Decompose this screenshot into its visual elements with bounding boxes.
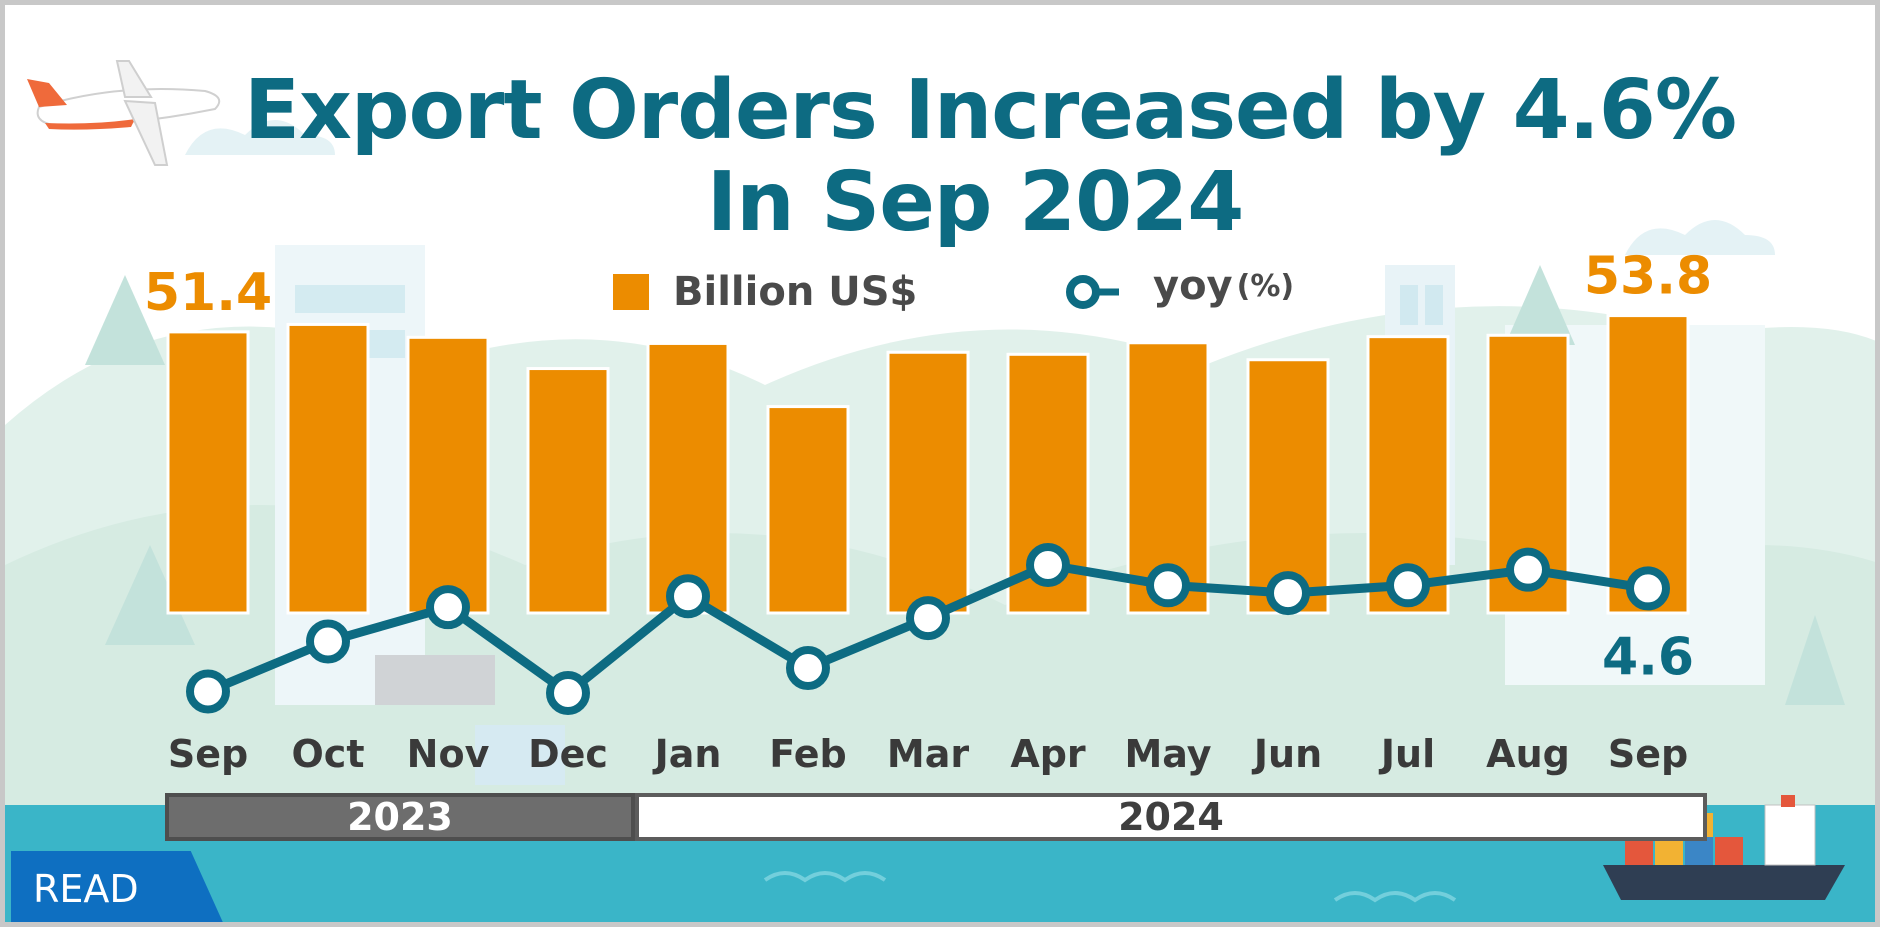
title-line-1: Export Orders Increased by 4.6% — [243, 63, 1737, 158]
yoy-point-may-8 — [1146, 563, 1190, 608]
yoy-point-oct-1 — [306, 619, 350, 664]
airplane-icon — [27, 60, 221, 166]
x-tick-label-6: Mar — [887, 732, 969, 776]
legend-line-marker — [1066, 275, 1119, 309]
data-labels-layer: 51.4 53.8 4.6 — [144, 247, 1712, 688]
legend-bar-item: Billion US$ — [613, 267, 917, 317]
x-tick-label-8: May — [1124, 732, 1211, 776]
x-tick-label-11: Aug — [1486, 732, 1570, 776]
title-line-2: In Sep 2024 — [706, 155, 1245, 250]
yoy-point-nov-2 — [426, 585, 470, 630]
x-tick-label-3: Dec — [528, 732, 608, 776]
legend-line-item: yoy (%) — [1153, 261, 1294, 311]
bar-value-label-12: 53.8 — [1584, 247, 1712, 307]
x-tick-label-12: Sep — [1608, 732, 1688, 776]
year-label-2024: 2024 — [635, 793, 1707, 841]
legend-line-unit: (%) — [1236, 268, 1295, 304]
bar-jan-4 — [646, 341, 730, 615]
x-tick-label-1: Oct — [292, 732, 365, 776]
legend-line-label: yoy — [1153, 263, 1233, 309]
bar-feb-5 — [766, 405, 850, 615]
bar-value-label-0: 51.4 — [144, 263, 272, 323]
bar-oct-1 — [286, 322, 370, 615]
yoy-point-mar-6 — [906, 596, 950, 641]
yoy-point-jan-4 — [666, 574, 710, 619]
bar-dec-3 — [526, 367, 610, 615]
x-tick-label-5: Feb — [769, 732, 846, 776]
legend-bar-swatch — [613, 274, 649, 310]
x-tick-label-10: Jul — [1378, 732, 1435, 776]
yoy-point-jul-10 — [1386, 563, 1430, 608]
x-tick-label-0: Sep — [168, 732, 248, 776]
yoy-point-apr-7 — [1026, 543, 1070, 587]
x-tick-label-2: Nov — [407, 732, 490, 776]
bar-nov-2 — [406, 335, 490, 615]
x-tick-label-9: Jun — [1251, 732, 1322, 776]
x-axis-labels: Sep Oct Nov Dec Jan Feb Mar Apr May Jun Jul Aug Sep — [168, 732, 1688, 776]
read-button[interactable]: READ — [11, 851, 225, 922]
yoy-point-dec-3 — [546, 671, 590, 715]
x-tick-label-7: Apr — [1010, 732, 1086, 776]
yoy-points-layer — [186, 543, 1670, 715]
yoy-point-sep-0 — [186, 669, 230, 714]
yoy-point-sep-12 — [1626, 566, 1670, 611]
year-label-2023: 2023 — [165, 793, 635, 841]
legend-bar-label: Billion US$ — [673, 269, 918, 315]
bar-sep-0 — [166, 330, 250, 615]
yoy-point-aug-11 — [1506, 547, 1550, 592]
bar-jun-9 — [1246, 358, 1330, 615]
x-tick-label-4: Jan — [652, 732, 722, 776]
chart-canvas: 51.4 53.8 4.6 Sep Oct Nov Dec Jan Feb Mar Apr May J… — [5, 5, 1875, 922]
bar-mar-6 — [886, 350, 970, 615]
yoy-value-label-12: 4.6 — [1602, 627, 1694, 687]
yoy-point-jun-9 — [1266, 571, 1310, 616]
bar-sep-12 — [1606, 314, 1690, 615]
yoy-point-feb-5 — [786, 646, 830, 691]
